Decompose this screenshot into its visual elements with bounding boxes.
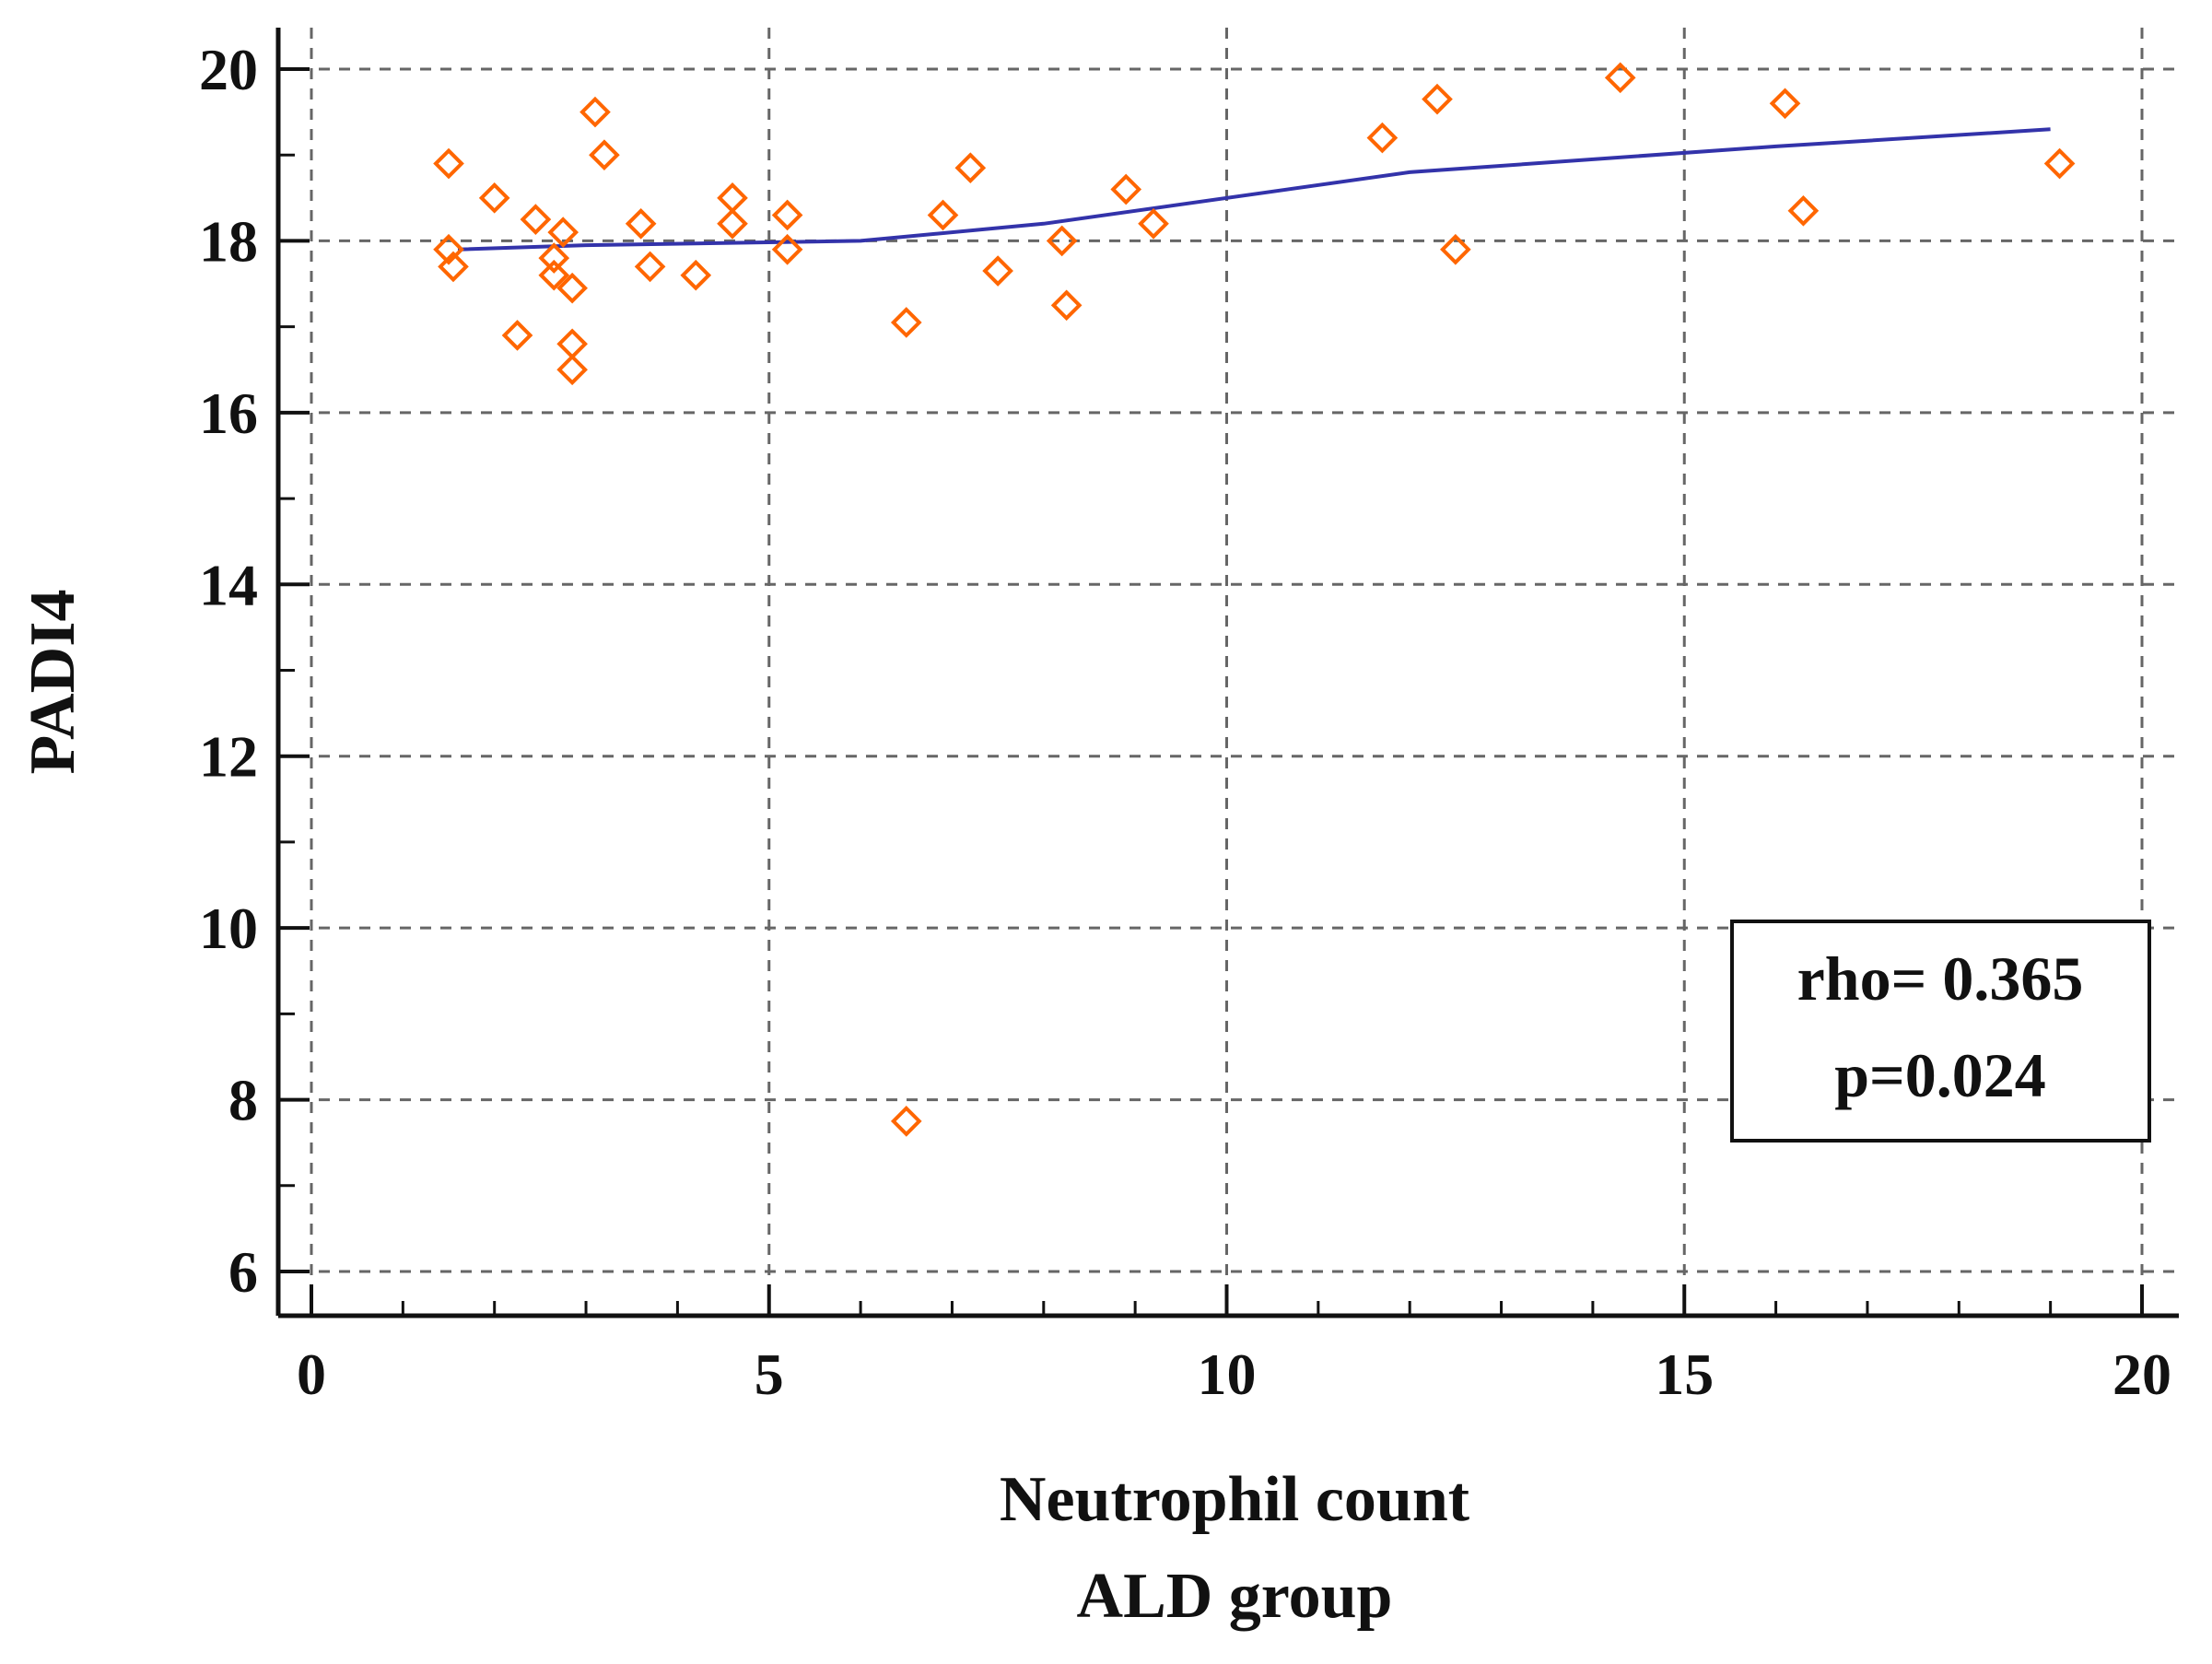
data-point (927, 199, 959, 231)
data-point (1050, 289, 1083, 322)
y-tick-label: 18 (199, 208, 258, 274)
data-point (538, 242, 570, 274)
data-point (1046, 225, 1078, 257)
data-point (433, 233, 464, 265)
data-point (680, 259, 712, 291)
x-tick-label: 20 (2113, 1342, 2171, 1407)
data-point (501, 320, 533, 351)
data-point (433, 147, 464, 180)
data-point (954, 152, 987, 184)
y-axis-label: PADI4 (18, 590, 88, 775)
data-point (717, 182, 748, 214)
data-point (982, 255, 1013, 287)
data-point (520, 204, 552, 235)
x-tick-label: 0 (297, 1342, 326, 1407)
data-point (1110, 173, 1142, 205)
x-tick-label: 15 (1655, 1342, 1714, 1407)
data-point (771, 199, 803, 231)
y-tick-label: 20 (199, 37, 258, 102)
p-value: p=0.024 (1834, 1040, 2046, 1110)
stats-box (1730, 920, 2151, 1143)
x-tick-label: 5 (755, 1342, 784, 1407)
y-tick-label: 14 (199, 552, 258, 617)
y-tick-label: 6 (228, 1239, 258, 1305)
data-point (589, 139, 620, 171)
data-point (890, 1106, 922, 1137)
y-tick-label: 8 (228, 1068, 258, 1133)
data-point (438, 251, 469, 283)
data-point (890, 307, 922, 338)
axes (275, 28, 2179, 1318)
data-point (547, 217, 579, 248)
data-point (556, 272, 588, 304)
data-point (1422, 83, 1453, 115)
tick-labels: 6 8 10 12 14 16 18 20 0 5 10 15 20 (199, 37, 2171, 1407)
stats-annotation: rho= 0.365 p=0.024 (1730, 920, 2151, 1143)
x-tick-label: 10 (1198, 1342, 1257, 1407)
rho-value: rho= 0.365 (1797, 943, 2084, 1014)
data-point (625, 207, 657, 240)
y-tick-label: 12 (199, 724, 258, 790)
data-point (717, 207, 748, 240)
data-points (433, 62, 2076, 1137)
y-tick-label: 10 (199, 896, 258, 961)
data-point (1366, 122, 1399, 154)
x-axis-sublabel: ALD group (1077, 1561, 1393, 1632)
x-axis-label: Neutrophil count (1000, 1464, 1469, 1535)
y-tick-label: 16 (199, 381, 258, 446)
data-point (2043, 147, 2076, 180)
data-point (1769, 88, 1801, 120)
trend-line (457, 127, 2051, 252)
data-point (478, 182, 510, 214)
data-point (1604, 62, 1636, 94)
trend-line-group (457, 127, 2051, 252)
data-point (634, 251, 666, 283)
data-point (556, 328, 588, 360)
data-point (538, 259, 570, 291)
data-point (579, 96, 611, 128)
data-point (1787, 194, 1820, 227)
data-point (1138, 207, 1169, 240)
data-point (1440, 233, 1471, 265)
data-point (556, 354, 588, 386)
data-point (771, 233, 803, 265)
